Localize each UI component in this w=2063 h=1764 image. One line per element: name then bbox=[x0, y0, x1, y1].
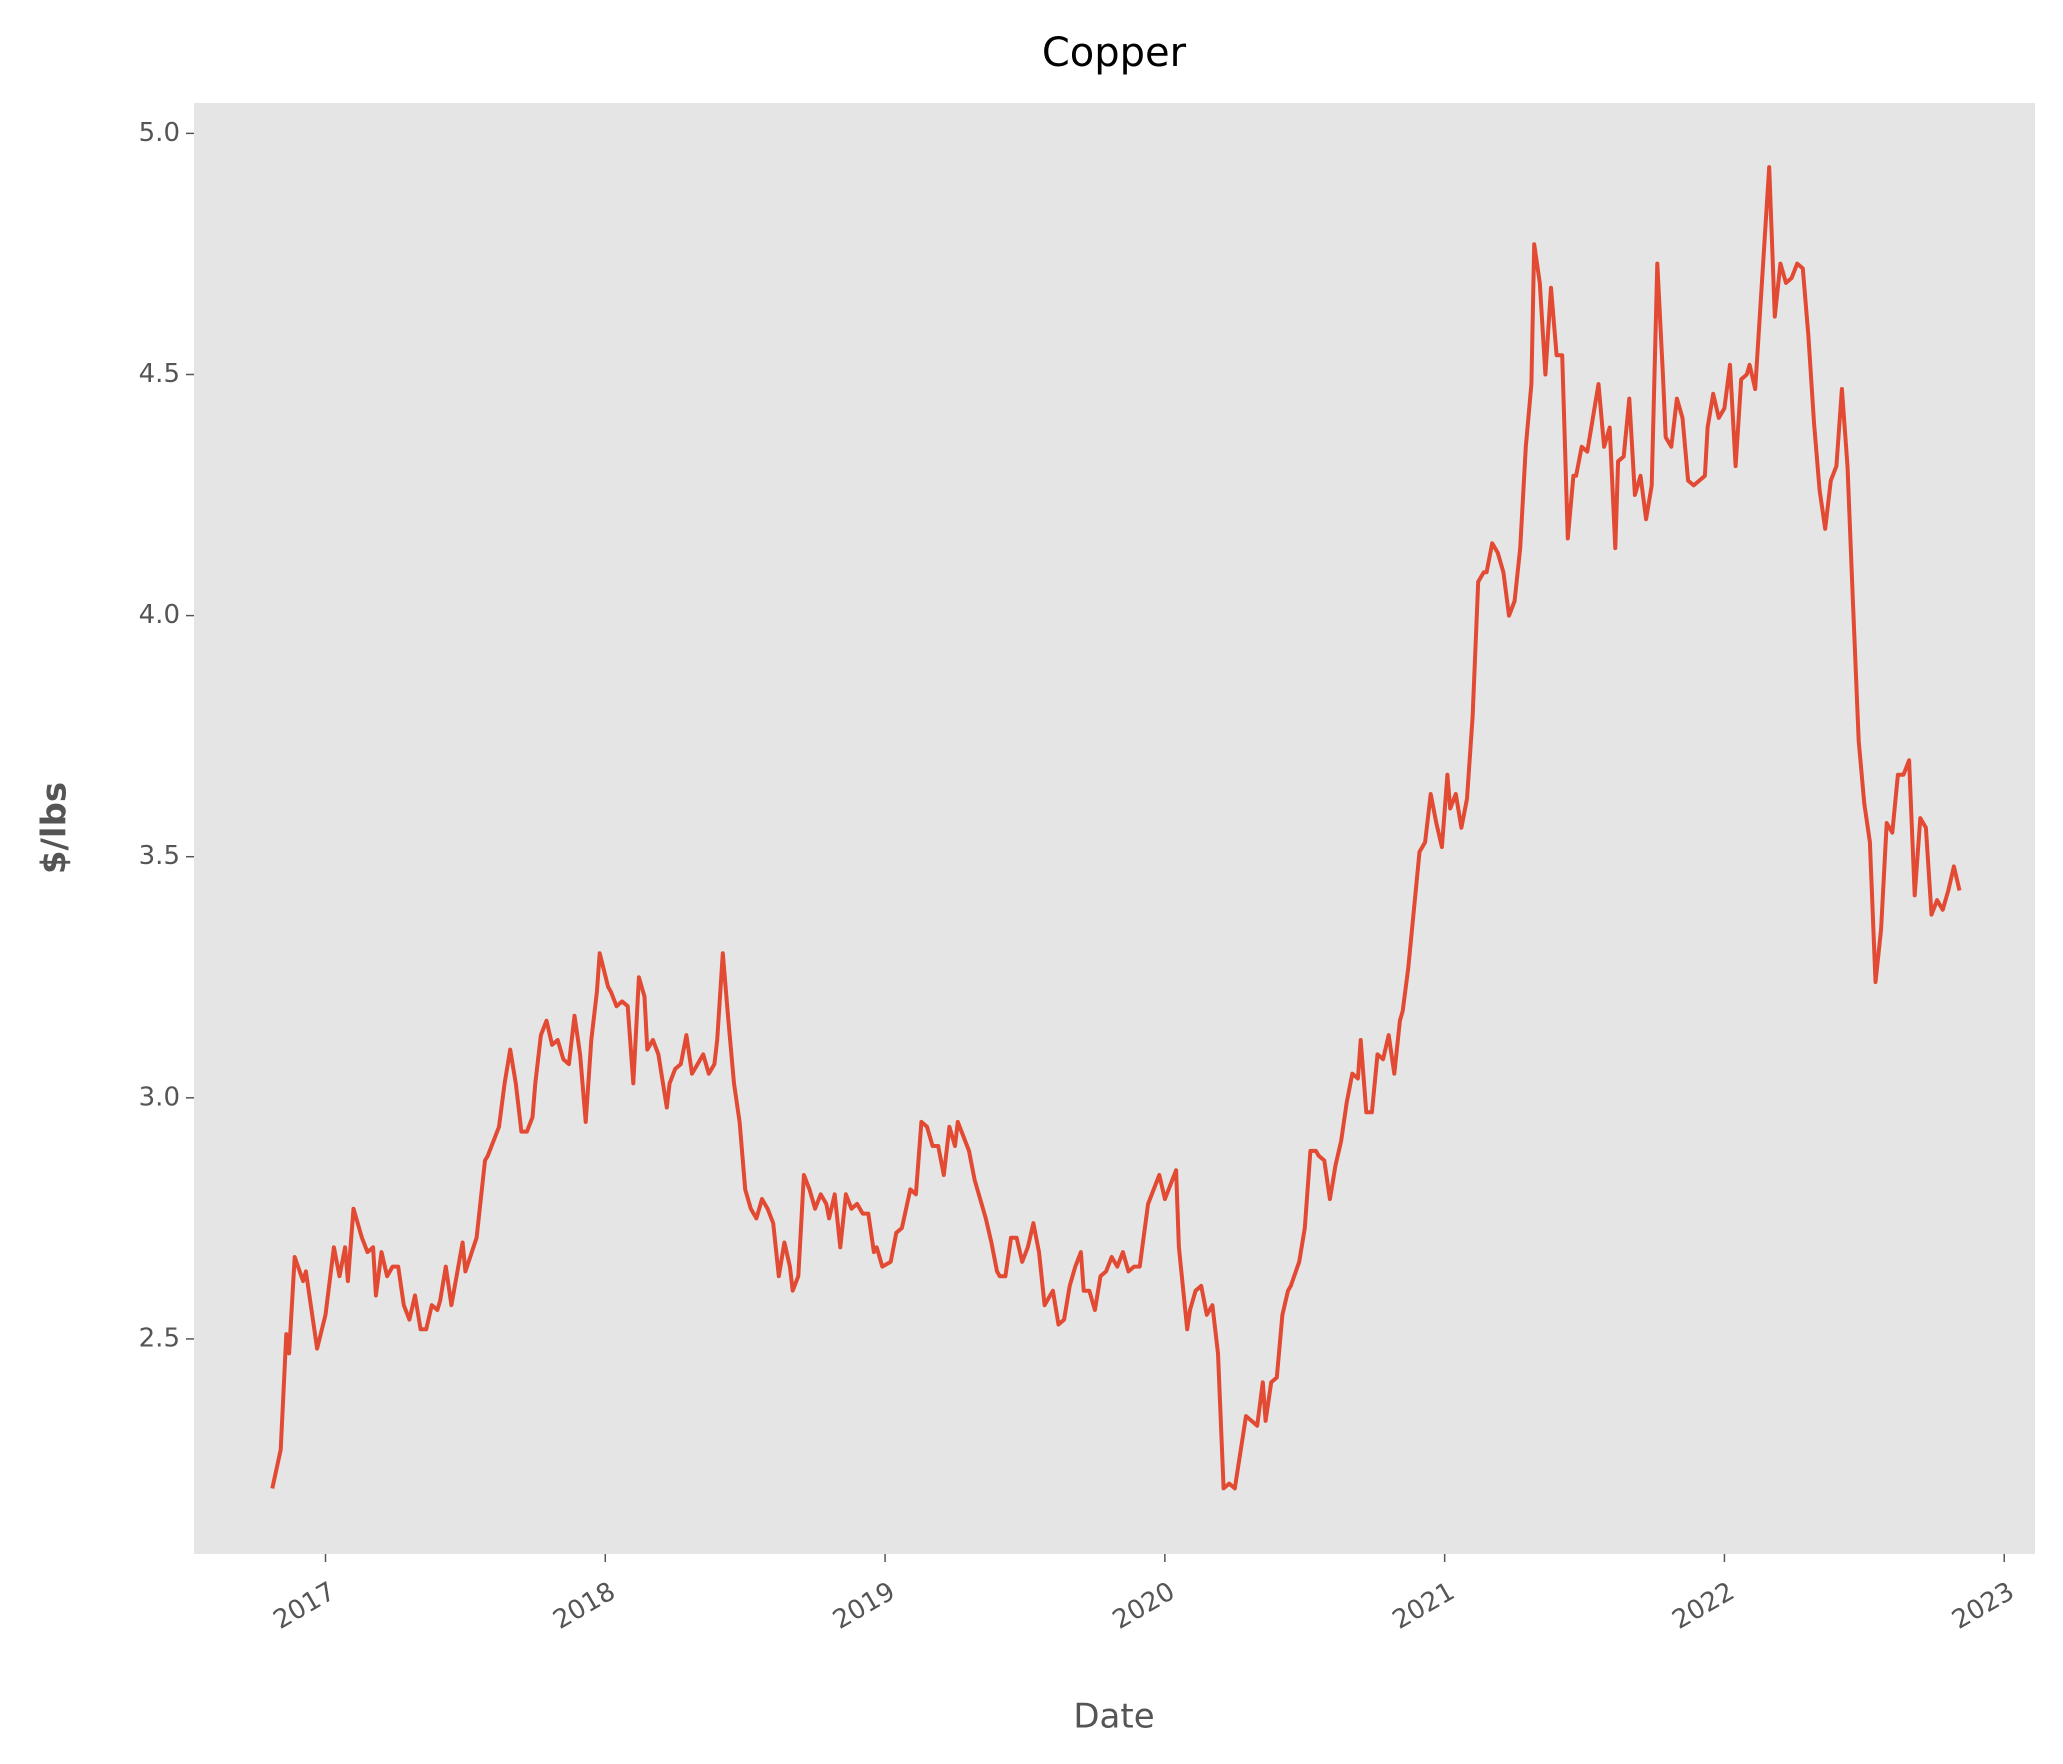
y-tick-label: 3.0 bbox=[139, 1082, 180, 1112]
y-tick-label: 5.0 bbox=[139, 118, 180, 148]
x-tick-label: 2018 bbox=[548, 1577, 620, 1636]
price-line bbox=[270, 165, 1962, 1491]
x-tick-label: 2017 bbox=[268, 1577, 340, 1636]
plot-area bbox=[194, 103, 2035, 1554]
x-axis-label: Date bbox=[1073, 1697, 1154, 1737]
y-axis-label: $/lbs bbox=[35, 782, 75, 874]
x-tick-label: 2020 bbox=[1108, 1577, 1180, 1636]
chart-title: Copper bbox=[1042, 30, 1187, 76]
x-tick-label: 2023 bbox=[1947, 1577, 2019, 1636]
x-tick-label: 2022 bbox=[1667, 1577, 1739, 1636]
y-tick-label: 4.0 bbox=[139, 600, 180, 630]
y-tick-label: 3.5 bbox=[139, 841, 180, 871]
y-tick-label: 2.5 bbox=[139, 1323, 180, 1353]
x-tick-label: 2019 bbox=[828, 1577, 900, 1636]
x-tick-label: 2021 bbox=[1388, 1577, 1460, 1636]
y-tick-label: 4.5 bbox=[139, 359, 180, 389]
